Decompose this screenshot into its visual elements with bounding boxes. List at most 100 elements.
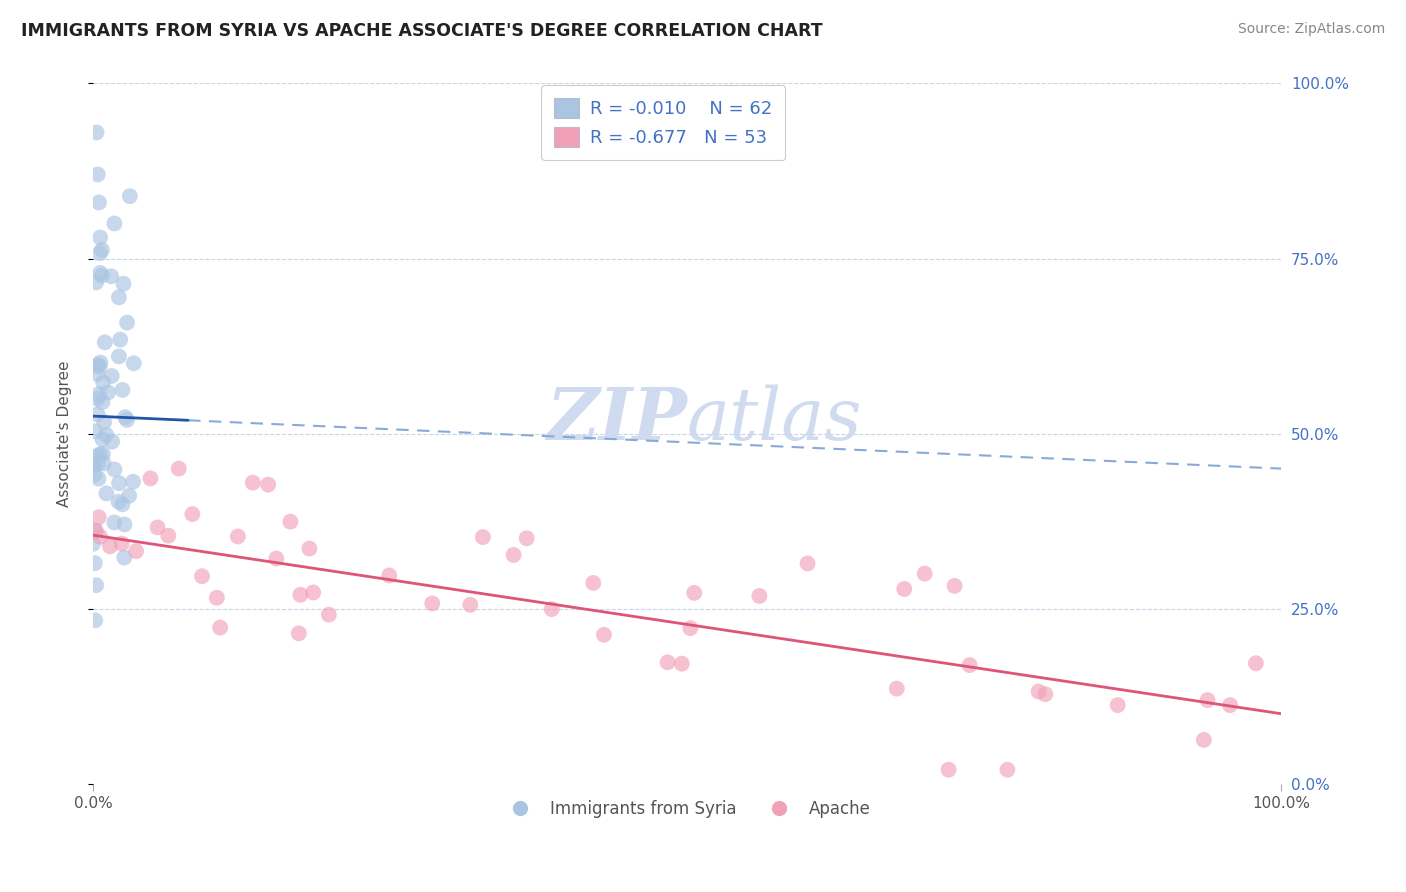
Point — [242, 475, 264, 490]
Point — [89, 447, 111, 461]
Point — [266, 551, 288, 566]
Point — [914, 566, 936, 581]
Point — [93, 456, 115, 470]
Point — [115, 316, 138, 330]
Point — [1107, 698, 1129, 712]
Point — [420, 597, 443, 611]
Point — [115, 413, 138, 427]
Point — [886, 681, 908, 696]
Point — [257, 477, 280, 491]
Point — [280, 515, 302, 529]
Point — [89, 530, 111, 544]
Point — [96, 486, 118, 500]
Point — [502, 548, 524, 562]
Point — [959, 658, 981, 673]
Point — [671, 657, 693, 671]
Point — [112, 550, 135, 565]
Point — [209, 621, 232, 635]
Point — [111, 497, 134, 511]
Point — [122, 475, 145, 489]
Point — [540, 602, 562, 616]
Point — [103, 217, 125, 231]
Point — [87, 457, 110, 471]
Point — [107, 494, 129, 508]
Point — [146, 520, 169, 534]
Point — [84, 424, 107, 438]
Point — [91, 376, 114, 390]
Point — [118, 489, 141, 503]
Point — [87, 472, 110, 486]
Point — [86, 449, 108, 463]
Point — [82, 458, 104, 472]
Point — [86, 408, 108, 422]
Point — [103, 516, 125, 530]
Point — [98, 540, 121, 554]
Point — [84, 524, 107, 538]
Point — [943, 579, 966, 593]
Point — [1028, 684, 1050, 698]
Point — [91, 395, 114, 409]
Point — [87, 195, 110, 210]
Point — [1033, 687, 1056, 701]
Point — [302, 585, 325, 599]
Point — [83, 458, 105, 472]
Point — [458, 598, 481, 612]
Point — [114, 517, 136, 532]
Point — [1219, 698, 1241, 713]
Point — [205, 591, 228, 605]
Point — [157, 528, 180, 542]
Point — [118, 189, 141, 203]
Legend: Immigrants from Syria, Apache: Immigrants from Syria, Apache — [498, 793, 877, 824]
Point — [593, 628, 616, 642]
Point — [378, 568, 401, 582]
Point — [139, 471, 162, 485]
Point — [298, 541, 321, 556]
Point — [111, 536, 134, 550]
Point — [101, 434, 124, 449]
Point — [112, 277, 135, 291]
Point — [290, 588, 312, 602]
Point — [657, 656, 679, 670]
Point — [87, 168, 110, 182]
Point — [100, 269, 122, 284]
Point — [114, 410, 136, 425]
Point — [84, 578, 107, 592]
Point — [97, 385, 120, 400]
Point — [100, 368, 122, 383]
Point — [108, 290, 131, 304]
Point — [86, 125, 108, 139]
Point — [87, 358, 110, 372]
Point — [83, 556, 105, 570]
Point — [1192, 732, 1215, 747]
Point — [89, 246, 111, 260]
Point — [683, 586, 706, 600]
Point — [679, 621, 702, 635]
Point — [110, 333, 132, 347]
Point — [91, 433, 114, 447]
Point — [516, 531, 538, 545]
Point — [122, 356, 145, 370]
Point — [96, 428, 118, 442]
Point — [893, 582, 915, 596]
Text: Source: ZipAtlas.com: Source: ZipAtlas.com — [1237, 22, 1385, 37]
Point — [471, 530, 494, 544]
Text: atlas: atlas — [688, 384, 862, 455]
Point — [111, 383, 134, 397]
Point — [191, 569, 214, 583]
Point — [796, 557, 818, 571]
Point — [84, 276, 107, 290]
Text: IMMIGRANTS FROM SYRIA VS APACHE ASSOCIATE'S DEGREE CORRELATION CHART: IMMIGRANTS FROM SYRIA VS APACHE ASSOCIAT… — [21, 22, 823, 40]
Point — [84, 524, 107, 538]
Point — [288, 626, 311, 640]
Point — [1197, 693, 1219, 707]
Point — [89, 230, 111, 244]
Text: ZIP: ZIP — [546, 384, 688, 455]
Point — [1244, 657, 1267, 671]
Point — [938, 763, 960, 777]
Point — [84, 613, 107, 627]
Point — [167, 461, 190, 475]
Point — [89, 266, 111, 280]
Y-axis label: Associate's Degree: Associate's Degree — [58, 360, 72, 507]
Point — [181, 507, 204, 521]
Point — [87, 510, 110, 524]
